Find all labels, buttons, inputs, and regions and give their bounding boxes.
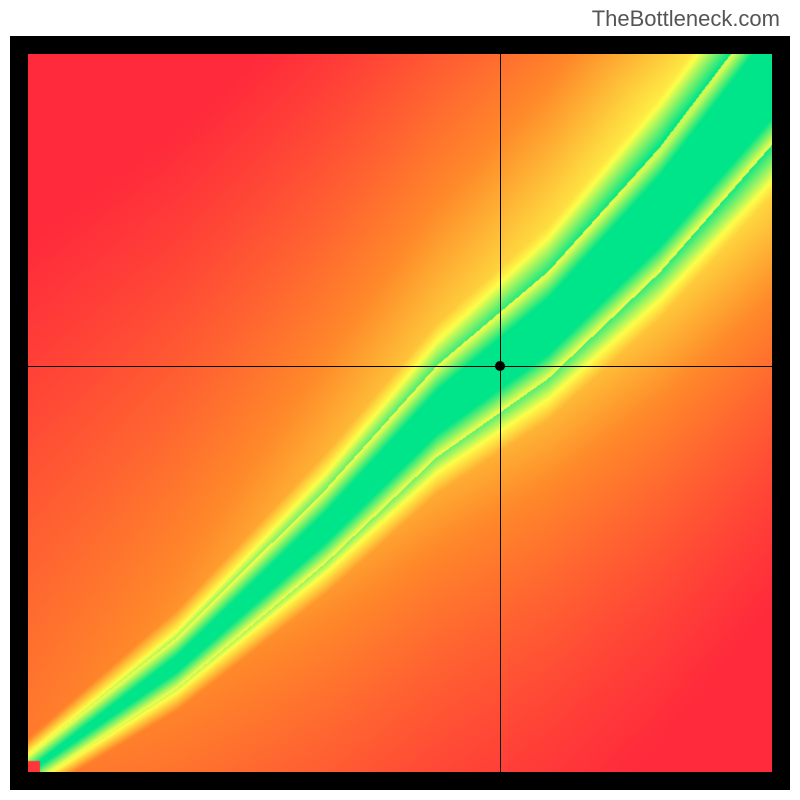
watermark-text: TheBottleneck.com	[592, 6, 780, 32]
crosshair-horizontal	[28, 366, 772, 367]
crosshair-dot	[495, 361, 505, 371]
heatmap-canvas	[28, 54, 772, 772]
plot-frame	[10, 36, 790, 790]
crosshair-vertical	[500, 54, 501, 772]
heatmap-plot	[28, 54, 772, 772]
